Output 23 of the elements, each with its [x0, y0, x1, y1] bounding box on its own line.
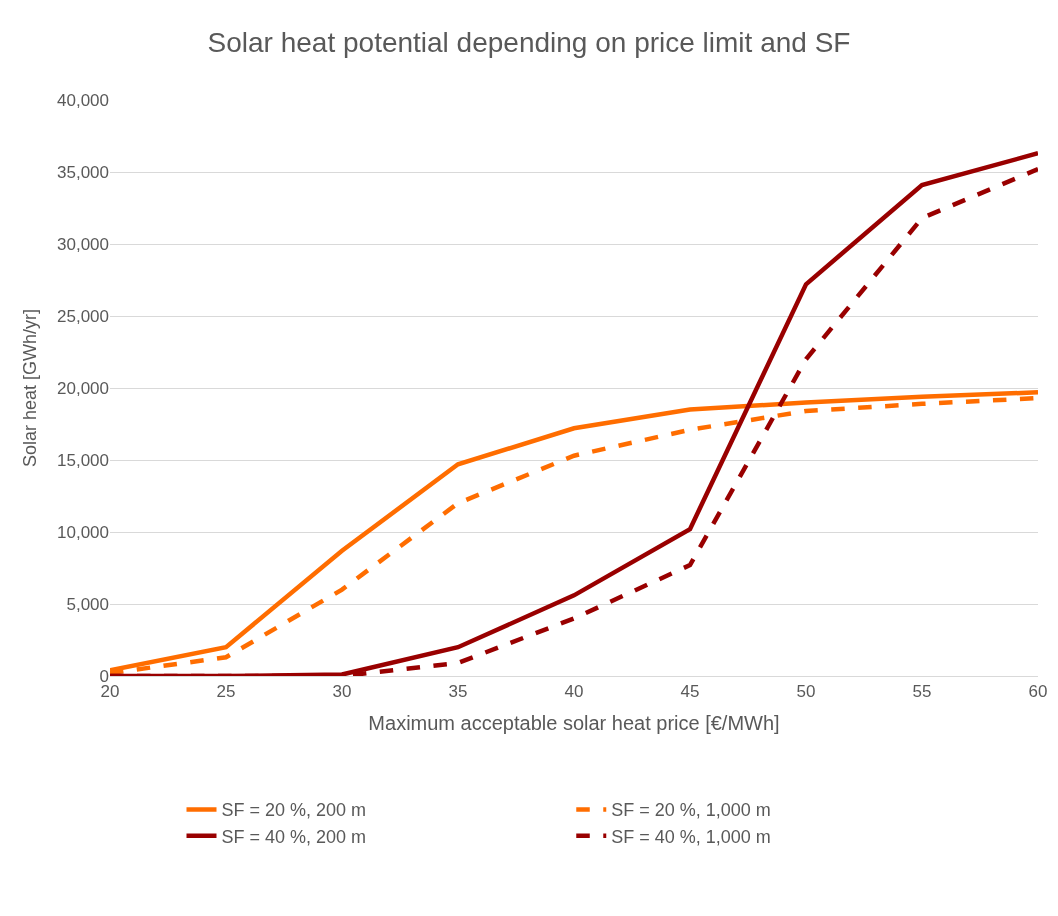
legend-label: SF = 20 %, 200 m — [221, 800, 367, 821]
legend-label: SF = 40 %, 200 m — [221, 826, 367, 847]
y-tick-label: 35,000 — [57, 162, 109, 182]
y-tick-label: 20,000 — [57, 378, 109, 398]
x-tick-label: 55 — [912, 682, 932, 702]
legend-label: SF = 20 %, 1,000 m — [611, 800, 771, 821]
y-axis-title: Solar heat [GWh/yr] — [20, 308, 41, 468]
x-tick-label: 40 — [564, 682, 584, 702]
chart-title: Solar heat potential depending on price limit and SF — [207, 26, 851, 58]
x-tick-label: 45 — [680, 682, 700, 702]
legend-label: SF = 40 %, 1,000 m — [611, 826, 771, 847]
x-tick-label: 25 — [216, 682, 236, 702]
x-tick-label: 35 — [448, 682, 468, 702]
y-tick-label: 10,000 — [57, 522, 109, 542]
x-tick-label: 60 — [1028, 682, 1048, 702]
y-tick-label: 5,000 — [66, 594, 109, 614]
y-tick-label: 15,000 — [57, 450, 109, 470]
y-tick-label: 40,000 — [57, 90, 109, 110]
x-axis-title: Maximum acceptable solar heat price [€/MWh] — [368, 711, 780, 734]
x-tick-label: 30 — [332, 682, 352, 702]
x-tick-label: 50 — [796, 682, 816, 702]
y-tick-label: 30,000 — [57, 234, 109, 254]
y-tick-label: 25,000 — [57, 306, 109, 326]
